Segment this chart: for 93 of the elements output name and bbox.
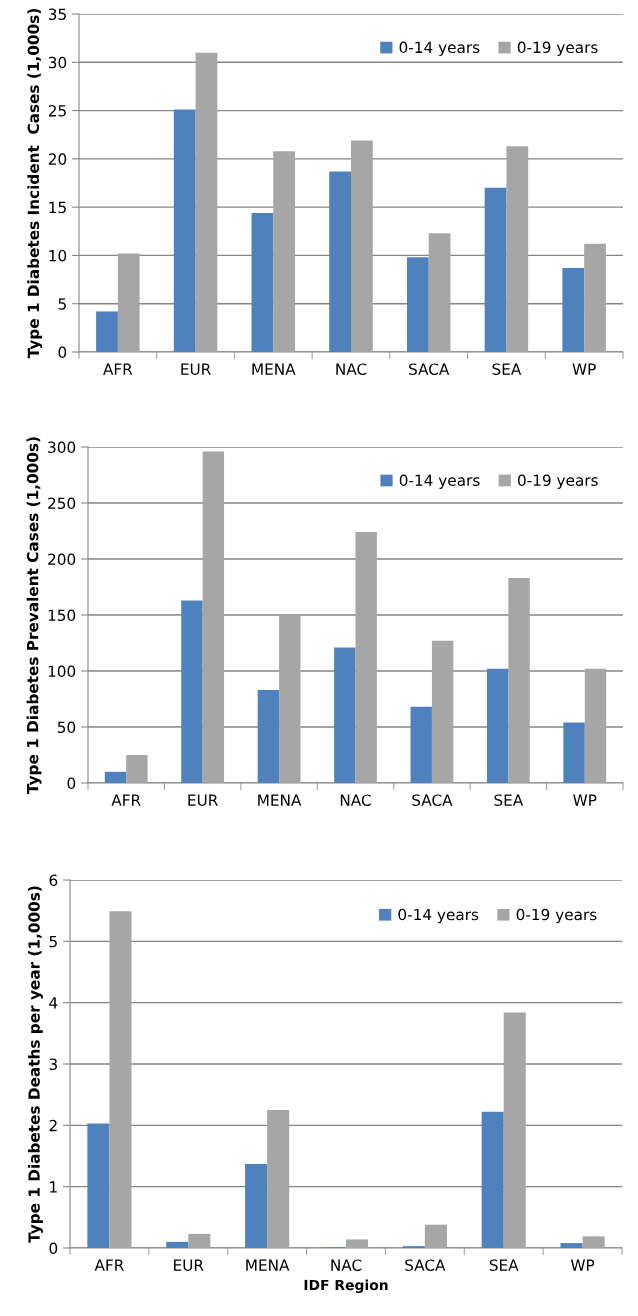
- legend-label: 0-19 years: [516, 908, 597, 924]
- legend-label: 0-19 years: [517, 474, 598, 489]
- bar: [334, 647, 356, 783]
- bar: [584, 243, 606, 352]
- bar: [202, 451, 225, 783]
- y-tick-label: 20: [48, 153, 67, 165]
- y-tick-label: 2: [49, 1119, 57, 1132]
- bar: [346, 1239, 369, 1248]
- x-tick-label: WP: [570, 1259, 595, 1271]
- legend-label: 0-14 years: [399, 41, 480, 57]
- y-tick-label: 25: [48, 105, 66, 117]
- x-tick-label: WP: [573, 794, 597, 806]
- x-tick-label: SACA: [412, 794, 453, 806]
- bar: [406, 257, 429, 352]
- bar: [484, 187, 507, 352]
- bar: [584, 668, 607, 783]
- y-tick-label: 35: [48, 8, 66, 21]
- x-tick-label: SEA: [494, 794, 524, 806]
- bar: [428, 233, 451, 352]
- bar: [503, 1012, 526, 1248]
- y-tick-label: 0: [58, 346, 67, 359]
- y-tick-label: 100: [48, 665, 76, 678]
- x-tick-label: SACA: [405, 1259, 446, 1271]
- y-tick-label: 250: [48, 497, 76, 510]
- y-tick-label: 15: [49, 201, 66, 214]
- bar: [563, 722, 585, 783]
- x-tick-label: EUR: [188, 794, 218, 806]
- bar: [355, 532, 377, 783]
- y-tick-label: 0: [67, 777, 76, 790]
- bar: [109, 911, 132, 1248]
- bar: [410, 706, 432, 783]
- y-tick-label: 30: [48, 56, 67, 69]
- y-tick-label: 10: [49, 249, 67, 262]
- y-tick-label: 200: [48, 553, 76, 566]
- bar: [431, 640, 454, 783]
- x-tick-label: NAC: [340, 794, 371, 806]
- bar: [195, 52, 218, 352]
- y-tick-label: 3: [49, 1058, 57, 1071]
- x-tick-label: SEA: [492, 363, 522, 375]
- y-axis-title: Type 1 Diabetes Incident Cases (1,000s): [27, 9, 43, 359]
- y-tick-label: 6: [49, 874, 58, 887]
- bar: [126, 755, 148, 783]
- y-axis-title: Type 1 Diabetes Deaths per year (1,000s): [28, 886, 43, 1243]
- x-tick-label: EUR: [181, 363, 211, 375]
- bar: [267, 1110, 290, 1248]
- bar: [166, 1241, 189, 1248]
- x-tick-label: WP: [572, 363, 596, 375]
- y-axis-title: Type 1 Diabetes Prevalent Cases (1,000s): [26, 437, 42, 794]
- bar: [279, 615, 301, 783]
- y-tick-label: 5: [58, 298, 66, 310]
- bar: [329, 171, 351, 352]
- bar: [96, 311, 118, 352]
- x-tick-label: MENA: [252, 363, 296, 375]
- bar: [562, 267, 585, 352]
- x-tick-label: MENA: [258, 794, 302, 806]
- y-tick-label: 150: [48, 609, 76, 622]
- bar: [424, 1224, 447, 1248]
- bar: [560, 1243, 583, 1248]
- bar: [508, 578, 530, 783]
- x-tick-label: EUR: [174, 1259, 204, 1271]
- y-tick-label: 1: [50, 1181, 57, 1193]
- bar: [481, 1111, 504, 1248]
- bar: [582, 1236, 605, 1248]
- bar: [188, 1233, 211, 1248]
- bar: [173, 109, 196, 352]
- y-tick-label: 300: [48, 441, 76, 454]
- x-tick-label: AFR: [94, 1259, 124, 1271]
- x-tick-label: MENA: [246, 1259, 290, 1271]
- x-tick-label: SEA: [489, 1259, 519, 1271]
- y-tick-label: 5: [49, 936, 57, 948]
- bar: [117, 253, 140, 352]
- x-tick-label: SACA: [409, 363, 450, 375]
- y-tick-label: 4: [49, 997, 58, 1009]
- bar: [104, 771, 127, 783]
- bar: [257, 690, 280, 783]
- x-axis-title: IDF Region: [304, 1279, 388, 1293]
- x-tick-label: NAC: [336, 363, 367, 375]
- legend-label: 0-14 years: [398, 908, 479, 924]
- legend-label: 0-19 years: [517, 41, 598, 57]
- bar: [87, 1123, 110, 1248]
- y-tick-label: 0: [49, 1242, 58, 1255]
- y-tick-label: 50: [57, 721, 76, 734]
- legend-label: 0-14 years: [399, 474, 480, 489]
- bar: [181, 600, 203, 783]
- x-tick-label: NAC: [331, 1259, 362, 1271]
- bar: [245, 1163, 268, 1248]
- bar: [251, 212, 274, 352]
- bar: [351, 140, 373, 352]
- bar: [486, 668, 509, 783]
- x-tick-label: AFR: [103, 363, 133, 375]
- bar: [273, 151, 296, 352]
- x-tick-label: AFR: [111, 794, 141, 806]
- bar: [506, 146, 529, 352]
